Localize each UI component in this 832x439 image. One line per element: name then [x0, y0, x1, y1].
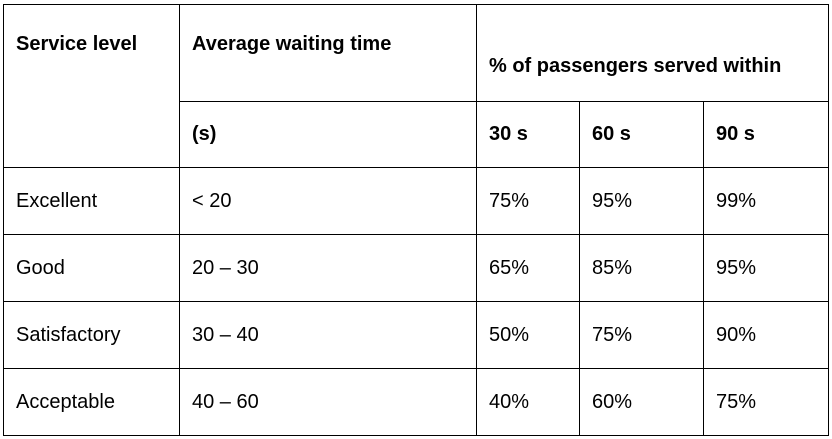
header-average-waiting-time: Average waiting time: [179, 4, 477, 102]
cell-90s: 95%: [702, 234, 830, 302]
cell-service-level: Satisfactory: [3, 301, 180, 369]
cell-30s: 40%: [476, 368, 580, 436]
table-row: Excellent < 20 75% 95% 99%: [3, 167, 830, 235]
cell-service-level: Excellent: [3, 167, 180, 235]
cell-90s: 99%: [702, 167, 830, 235]
table-row: Acceptable 40 – 60 40% 60% 75%: [3, 368, 830, 436]
cell-30s: 65%: [476, 234, 580, 302]
cell-60s: 60%: [579, 368, 704, 436]
cell-service-level: Acceptable: [3, 368, 180, 436]
cell-service-level: Good: [3, 234, 180, 302]
cell-60s: 85%: [579, 234, 704, 302]
header-30s: 30 s: [476, 101, 580, 168]
cell-60s: 75%: [579, 301, 704, 369]
header-waiting-unit: (s): [179, 101, 477, 168]
header-service-level: Service level: [3, 4, 180, 168]
cell-60s: 95%: [579, 167, 704, 235]
table-row: Satisfactory 30 – 40 50% 75% 90%: [3, 301, 830, 369]
cell-waiting-time: 40 – 60: [179, 368, 477, 436]
cell-90s: 75%: [702, 368, 830, 436]
cell-waiting-time: 30 – 40: [179, 301, 477, 369]
cell-30s: 75%: [476, 167, 580, 235]
cell-30s: 50%: [476, 301, 580, 369]
service-level-table: Service level Average waiting time % of …: [3, 4, 830, 436]
header-row-2: (s) 30 s 60 s 90 s: [4, 101, 830, 168]
table-row: Good 20 – 30 65% 85% 95%: [3, 234, 830, 302]
cell-90s: 90%: [702, 301, 830, 369]
service-level-table-container: Service level Average waiting time % of …: [3, 4, 830, 436]
header-60s: 60 s: [579, 101, 704, 168]
header-row-1: Service level Average waiting time % of …: [3, 4, 830, 168]
header-percent-served: % of passengers served within: [475, 4, 830, 102]
cell-waiting-time: 20 – 30: [179, 234, 477, 302]
header-90s: 90 s: [702, 101, 830, 168]
cell-waiting-time: < 20: [179, 167, 477, 235]
